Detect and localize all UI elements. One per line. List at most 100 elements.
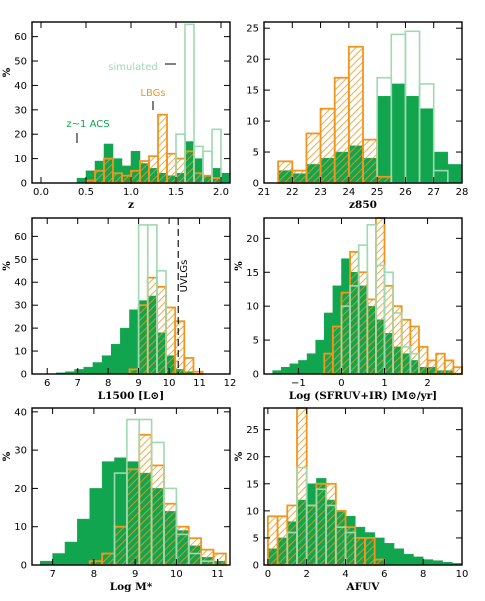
bar-z-1-acs-4: [89, 488, 103, 566]
bar-lbgs-18: [426, 359, 438, 375]
bar-lbgs-11: [175, 525, 190, 566]
bar-lbgs-17: [418, 345, 429, 375]
bar-lbgs-8: [139, 160, 150, 184]
bar-z-1-acs-2: [289, 363, 299, 375]
bar-lbgs-10: [146, 276, 158, 375]
bar-lbgs-11: [373, 558, 386, 566]
y-tick-label: 10: [14, 347, 27, 358]
x-tick-label: 10: [163, 378, 176, 389]
bar-z-1-acs-5: [315, 339, 325, 375]
bar-lbgs-9: [354, 537, 366, 566]
bar-lbgs-0: [277, 160, 294, 184]
bar-lbgs-16: [409, 325, 420, 375]
bar-lbgs-14: [183, 357, 195, 375]
panel-afuv: 0 2 4 6 8 10 0 5 10 15 20 25 AFUV%: [234, 407, 469, 593]
bar-z-1-acs-17: [220, 172, 231, 184]
y-tick-label: 25: [246, 24, 259, 35]
y-tick-label: 40: [14, 81, 27, 92]
y-tick-label: 10: [246, 302, 259, 313]
y-tick-label: 0: [21, 370, 27, 381]
bar-lbgs-4: [103, 157, 114, 184]
bar-lbgs-20: [443, 359, 455, 375]
bar-lbgs-11: [166, 152, 177, 184]
bar-lbgs-6: [121, 174, 132, 184]
bar-z-1-acs-6: [110, 343, 121, 375]
bar-z-1-acs-10: [419, 108, 434, 184]
bar-z-1-acs-11: [433, 151, 449, 184]
bar-z-1-acs-14: [403, 553, 414, 566]
y-tick-label: 60: [14, 232, 27, 243]
bar-lbgs-3: [296, 407, 308, 566]
y-tick-label: 20: [246, 452, 259, 463]
x-tick-label: 10: [170, 569, 183, 580]
panel-redshift: 0.0 0.5 1.0 1.5 2.0 0 10 20 30 40 50 60 z% simulated L…: [2, 21, 231, 211]
bar-lbgs-1: [291, 169, 308, 184]
bar-lbgs-8: [138, 433, 153, 566]
axes-frame: [31, 407, 231, 566]
bar-z-1-acs-5: [101, 355, 112, 375]
x-tick-label: 23: [314, 187, 327, 198]
panel-l1500: 6 7 8 9 10 11 12 0 10 20 30 40 50 60 L1500 [L⊙]% UVLGs: [2, 217, 237, 402]
y-tick-label: 0: [21, 179, 27, 190]
x-axis-label: z: [128, 199, 134, 211]
y-axis-label: %: [2, 451, 13, 461]
x-tick-label: 2: [424, 378, 430, 389]
y-tick-label: 15: [246, 86, 259, 97]
y-tick-label: 30: [14, 105, 27, 116]
x-tick-label: 0.0: [33, 187, 49, 198]
bar-lbgs-10: [163, 502, 178, 566]
x-tick-label: 6: [44, 378, 50, 389]
x-tick-label: 11: [193, 378, 206, 389]
axes-frame: [263, 217, 463, 375]
x-tick-label: 25: [371, 187, 384, 198]
bar-lbgs-12: [187, 537, 203, 566]
bar-lbgs-6: [325, 482, 337, 566]
bar-lbgs-6: [323, 352, 334, 375]
bar-z-1-acs-13: [393, 548, 405, 566]
y-tick-label: 50: [14, 255, 27, 266]
y-tick-label: 5: [253, 148, 259, 159]
bar-lbgs-5: [347, 45, 364, 184]
bar-lbgs-7: [130, 169, 141, 184]
x-axis-label: Log M*: [110, 581, 153, 593]
y-tick-label: 10: [14, 154, 27, 165]
bar-lbgs-4: [305, 504, 318, 566]
x-tick-label: 4: [342, 569, 348, 580]
bar-lbgs-15: [202, 174, 213, 184]
annotation-simulated: simulated: [108, 62, 157, 73]
bar-lbgs-5: [315, 482, 328, 566]
bar-lbgs-10: [357, 271, 369, 375]
y-tick-label: 30: [14, 301, 27, 312]
x-tick-label: 2: [304, 569, 310, 580]
bar-lbgs-13: [200, 548, 215, 566]
x-tick-label: 8: [91, 569, 97, 580]
x-tick-label: 21: [258, 187, 271, 198]
bar-lbgs-9: [137, 304, 149, 375]
y-tick-label: 0: [253, 370, 259, 381]
bar-lbgs-7: [376, 175, 393, 184]
bar-lbgs-12: [165, 306, 177, 375]
bar-lbgs-6: [362, 138, 379, 184]
bar-lbgs-14: [212, 552, 227, 566]
y-tick-label: 0: [21, 561, 27, 572]
bar-z-1-acs-7: [376, 96, 392, 184]
bar-lbgs-4: [333, 76, 350, 184]
y-tick-label: 20: [14, 324, 27, 335]
x-tick-label: 26: [399, 187, 412, 198]
y-tick-label: 0: [253, 561, 259, 572]
bar-z-1-acs-1: [76, 177, 87, 184]
y-tick-label: 15: [246, 268, 259, 279]
x-axis-label: L1500 [L⊙]: [98, 390, 164, 402]
x-tick-label: 12: [224, 378, 237, 389]
bar-lbgs-7: [125, 468, 141, 566]
y-tick-label: 10: [246, 506, 259, 517]
x-axis-label: AFUV: [346, 581, 381, 593]
bar-z-1-acs-12: [447, 164, 463, 184]
y-tick-label: 10: [246, 117, 259, 128]
bar-lbgs-12: [175, 157, 186, 184]
y-tick-label: 60: [14, 32, 27, 43]
bar-z-1-acs-1: [52, 553, 66, 566]
x-tick-label: 10: [456, 569, 469, 580]
bar-lbgs-1: [276, 515, 289, 566]
bar-lbgs-13: [383, 284, 395, 375]
